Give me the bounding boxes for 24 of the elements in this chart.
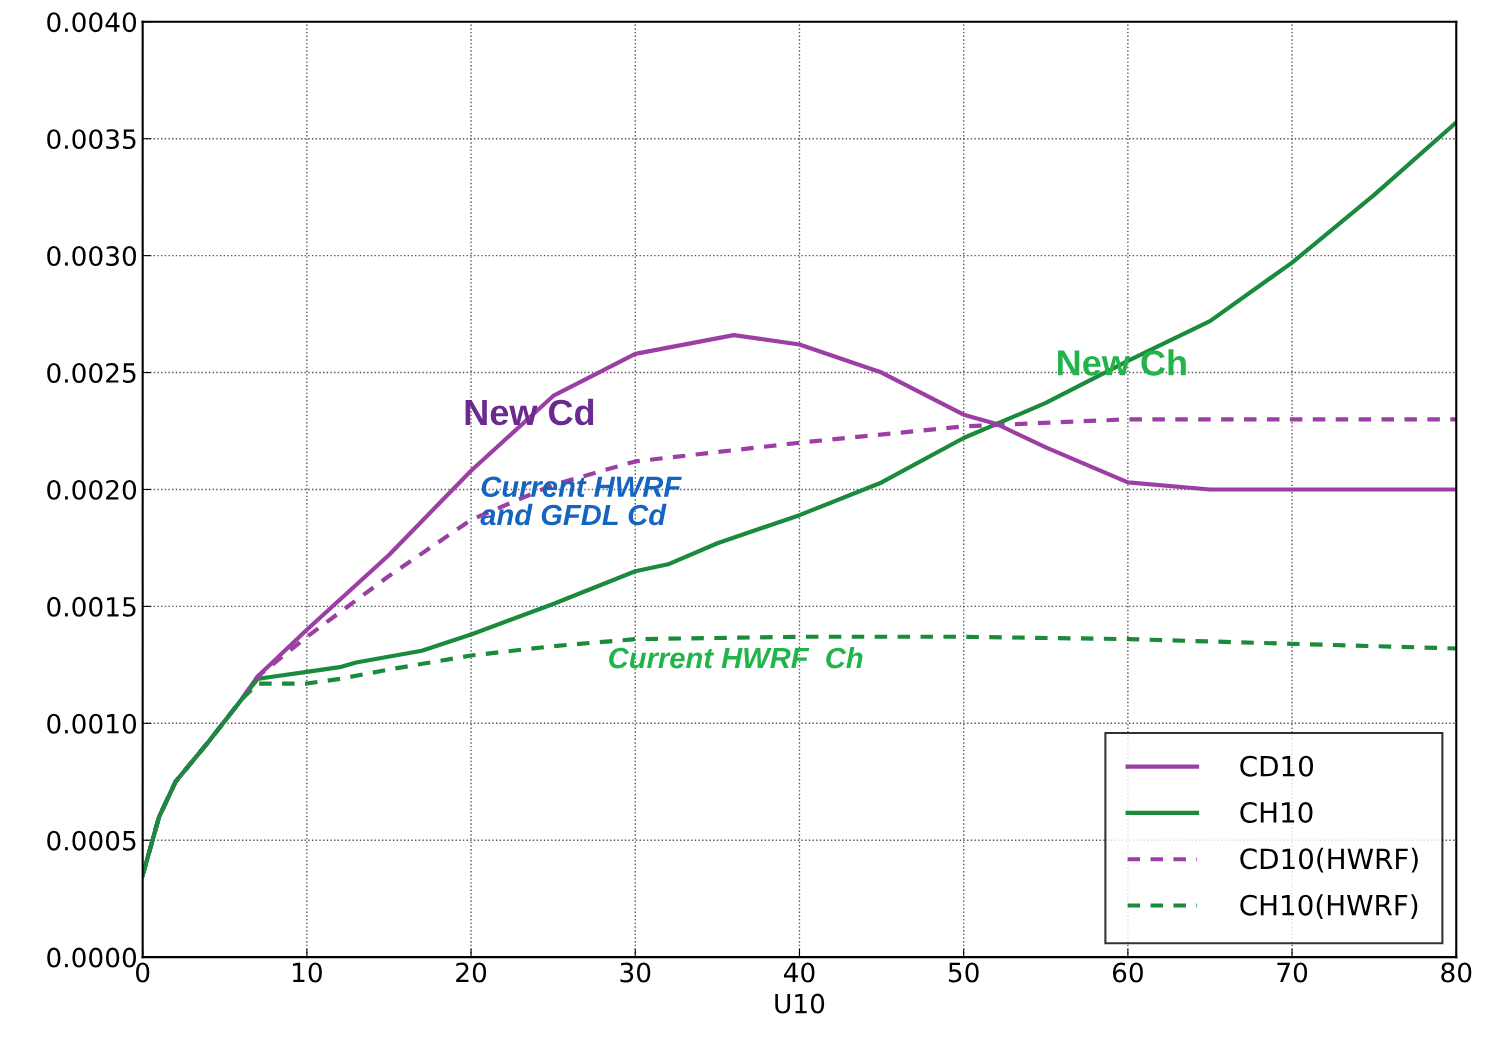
y-tick-label: 0.0000 (47, 947, 137, 968)
x-tick-label: 30 (620, 962, 651, 983)
legend-label: CD10(HWRF) (1240, 847, 1418, 873)
legend-label: CD10 (1240, 755, 1314, 777)
y-tick-label: 0.0020 (47, 479, 137, 500)
y-tick-label: 0.0015 (47, 596, 136, 617)
x-tick-label: 0 (136, 962, 150, 983)
y-tick-label: 0.0040 (47, 12, 137, 33)
x-tick-label: 50 (948, 962, 979, 983)
y-tick-label: 0.0030 (47, 246, 137, 267)
x-tick-label: 60 (1112, 962, 1143, 983)
y-tick-label: 0.0005 (47, 830, 136, 851)
legend-label: CH10(HWRF) (1240, 894, 1418, 919)
x-tick-label: 20 (456, 962, 487, 983)
x-tick-label: 80 (1441, 962, 1472, 983)
x-axis-title: U10 (775, 993, 825, 1014)
y-tick-label: 0.0025 (47, 362, 136, 383)
x-tick-label: 10 (292, 962, 322, 983)
x-tick-label: 40 (783, 962, 815, 983)
annotation: Current HWRF Ch (609, 646, 863, 669)
y-tick-label: 0.0035 (47, 129, 136, 150)
x-tick-label: 70 (1277, 962, 1308, 983)
y-tick-label: 0.0010 (47, 713, 137, 734)
legend-label: CH10 (1240, 801, 1313, 823)
